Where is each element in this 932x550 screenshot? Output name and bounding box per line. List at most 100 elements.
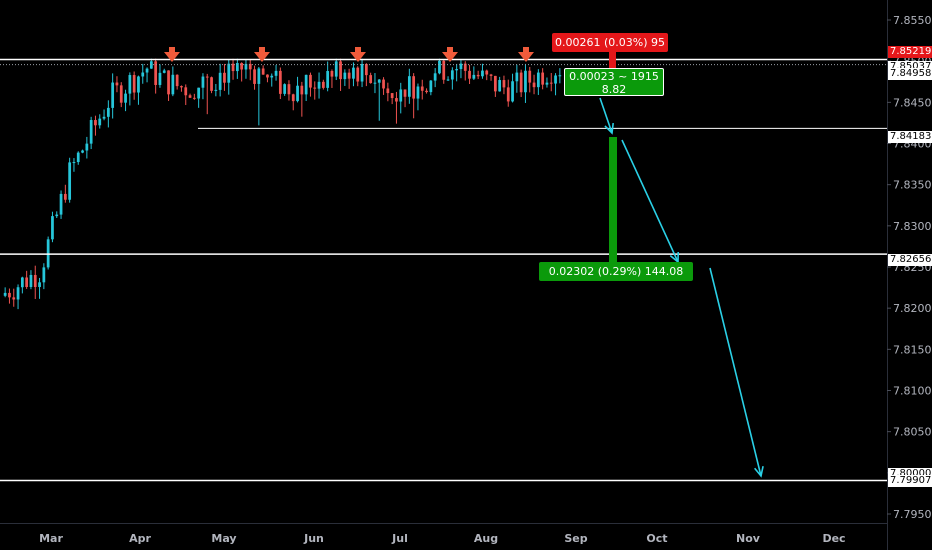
candle — [300, 81, 304, 117]
candle — [330, 69, 334, 88]
candle — [33, 265, 37, 299]
marker-head — [350, 52, 366, 62]
measure-box-red[interactable]: 0.00261 (0.03%) 95 — [552, 33, 668, 52]
candle-body — [412, 76, 416, 99]
candle — [231, 58, 235, 80]
candle-body — [472, 74, 476, 79]
candle-body — [369, 75, 373, 84]
candle-body — [72, 162, 76, 164]
marker-stem — [523, 47, 529, 53]
x-tick-label: Jun — [303, 532, 324, 545]
levels-group — [0, 52, 887, 482]
candle — [68, 157, 72, 203]
candle-body — [141, 72, 145, 77]
candle-body — [180, 86, 183, 88]
candle — [403, 89, 407, 108]
candle-body — [94, 120, 97, 126]
marker-stem — [169, 47, 175, 53]
candle — [106, 100, 110, 128]
candle — [395, 91, 398, 124]
candle — [85, 136, 89, 159]
candle-body — [184, 87, 188, 96]
candle-body — [171, 74, 175, 95]
candle-body — [502, 80, 506, 88]
candle-body — [89, 120, 93, 144]
candle-body — [175, 74, 179, 87]
candle — [72, 158, 76, 172]
measure-box-small-green[interactable]: 0.00023 ~ 1915 8.82 — [564, 68, 664, 96]
y-tick-label: 7.84500 — [893, 96, 932, 109]
candle-body — [235, 63, 239, 72]
marker-head — [518, 52, 534, 62]
candle — [476, 70, 480, 80]
candle-body — [558, 75, 562, 77]
candle — [472, 66, 476, 80]
price-tag-top-red: 7.85219 — [888, 46, 932, 58]
candle-body — [287, 84, 291, 95]
candle-body — [29, 274, 33, 287]
candle — [8, 288, 11, 304]
candle-body — [244, 63, 248, 70]
candle — [184, 84, 188, 106]
candle-body — [524, 70, 527, 93]
candle — [266, 74, 269, 83]
candle — [541, 68, 545, 90]
marker-head — [164, 52, 180, 62]
candle — [532, 74, 536, 95]
candle — [485, 69, 489, 81]
x-tick-label: Sep — [564, 532, 587, 545]
y-tick-label: 7.82000 — [893, 302, 932, 315]
candle-body — [253, 69, 256, 84]
candle — [382, 77, 385, 95]
candle-body — [515, 72, 519, 82]
candle — [498, 76, 502, 92]
candle-body — [16, 287, 20, 300]
x-tick-label: Mar — [39, 532, 63, 545]
candle — [446, 76, 450, 82]
candle — [528, 66, 532, 93]
candle-body — [210, 77, 213, 91]
candle-body — [231, 63, 235, 72]
down-arrow-marker — [442, 47, 458, 62]
candle — [313, 81, 317, 100]
candle — [433, 68, 437, 88]
x-tick-label: Oct — [646, 532, 667, 545]
arrow-shaft — [621, 139, 679, 263]
candle-body — [81, 150, 84, 153]
candle-body — [476, 74, 480, 77]
x-tick-label: May — [211, 532, 236, 545]
marker-stem — [259, 47, 265, 53]
candle — [407, 68, 411, 104]
candle-body — [317, 81, 321, 89]
candle — [257, 66, 261, 126]
candle-body — [485, 70, 489, 75]
candle — [205, 73, 209, 115]
arrow-head — [604, 122, 614, 135]
candle — [171, 66, 175, 97]
candle — [38, 277, 41, 299]
candle-body — [154, 61, 158, 85]
candle — [3, 287, 7, 298]
candle — [214, 83, 218, 97]
arrow-shaft — [709, 267, 762, 477]
candle-body — [3, 292, 7, 296]
candle — [399, 82, 403, 114]
x-tick-label: Aug — [474, 532, 498, 545]
candle-body — [438, 60, 441, 74]
candle-body — [532, 82, 536, 88]
candle-body — [283, 84, 287, 94]
candle-body — [407, 76, 411, 97]
projection-arrow-1 — [599, 97, 614, 135]
candle-body — [554, 75, 557, 84]
measure-box-big-green-text: 0.02302 (0.29%) 144.08 — [548, 265, 684, 278]
measure-box-big-green[interactable]: 0.02302 (0.29%) 144.08 — [539, 262, 693, 281]
candle-body — [132, 75, 136, 93]
candle — [119, 82, 123, 108]
candle-body — [395, 98, 398, 102]
candle-body — [192, 97, 196, 99]
candle — [158, 64, 162, 88]
candle-body — [304, 74, 308, 95]
candle-body — [377, 79, 381, 83]
candle-body — [119, 85, 123, 103]
